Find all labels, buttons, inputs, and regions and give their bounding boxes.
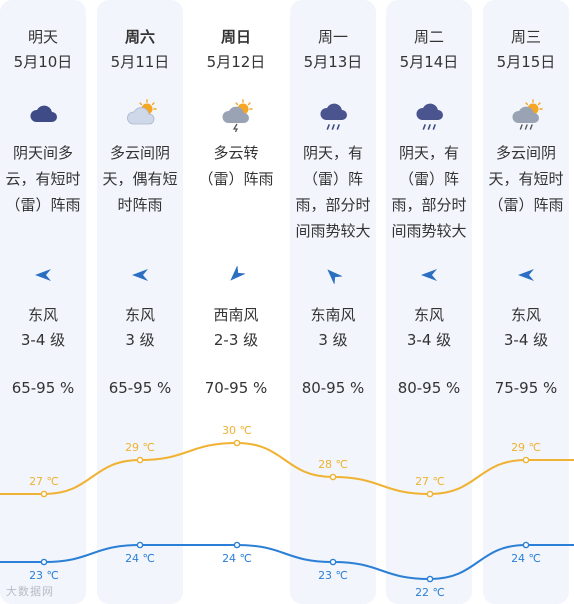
overcast-cloud-icon — [30, 105, 57, 122]
day-column: 明天 5月10日阴天间多云，有短时（雷）阵雨东风 3-4 级 65-95 % — [0, 0, 86, 604]
wind-level: 2-3 级 — [213, 331, 259, 349]
weather-description: 阴天，有（雷）阵雨，部分时间雨势较大 — [295, 144, 371, 240]
partly-cloudy-sun-icon — [127, 99, 157, 125]
weather-description: 多云转（雷）阵雨 — [198, 144, 274, 188]
sun-cloud-rain-icon — [512, 99, 543, 130]
day-date: 5月15日 — [496, 53, 556, 71]
day-name: 周日 — [220, 28, 251, 46]
weather-description: 阴天间多云，有短时（雷）阵雨 — [5, 144, 81, 214]
wind-level: 3-4 级 — [20, 331, 66, 349]
wind-arrow-icon — [35, 269, 51, 281]
sun-cloud-thunder-icon — [222, 99, 253, 132]
wind-level: 3 级 — [125, 331, 155, 349]
day-name: 周一 — [317, 28, 348, 46]
wind-direction: 东风 — [124, 306, 155, 324]
day-name: 明天 — [27, 28, 58, 46]
humidity: 70-95 % — [204, 379, 268, 397]
wind-level: 3-4 级 — [406, 331, 452, 349]
day-column: 周二 5月14日阴天，有（雷）阵雨，部分时间雨势较大东风 3-4 级 80-95 % — [386, 0, 472, 604]
wind-direction: 东风 — [27, 306, 58, 324]
humidity: 80-95 % — [397, 379, 461, 397]
wind-level: 3 级 — [318, 331, 348, 349]
wind-arrow-icon — [230, 266, 245, 281]
wind-arrow-icon — [518, 269, 534, 281]
weather-description: 多云间阴天，偶有短时阵雨 — [102, 144, 178, 214]
day-date: 5月12日 — [206, 53, 266, 71]
watermark-text: 大数据网 — [6, 585, 54, 598]
wind-level: 3-4 级 — [503, 331, 549, 349]
humidity: 80-95 % — [301, 379, 365, 397]
day-date: 5月14日 — [399, 53, 459, 71]
wind-arrow-icon — [421, 269, 437, 281]
day-date: 5月10日 — [13, 53, 73, 71]
day-column: 周三 5月15日多云间阴天，有短时（雷）阵雨东风 3-4 级 75-95 % — [483, 0, 569, 604]
wind-direction: 东风 — [413, 306, 444, 324]
cloud-rain-icon — [320, 103, 347, 130]
weather-description: 阴天，有（雷）阵雨，部分时间雨势较大 — [391, 144, 467, 240]
day-column: 周六 5月11日多云间阴天，偶有短时阵雨东风 3 级 65-95 % — [97, 0, 183, 604]
humidity: 65-95 % — [11, 379, 75, 397]
wind-direction: 东风 — [510, 306, 541, 324]
day-date: 5月13日 — [303, 53, 363, 71]
wind-arrow-icon — [132, 269, 148, 281]
day-column: 周一 5月13日阴天，有（雷）阵雨，部分时间雨势较大东南风 3 级 80-95 % — [290, 0, 376, 604]
wind-direction: 东南风 — [310, 306, 356, 324]
weather-description: 多云间阴天，有短时（雷）阵雨 — [488, 144, 564, 214]
watermark: 大数据网 — [6, 583, 54, 599]
day-name: 周六 — [124, 28, 155, 46]
day-column: 周日 5月12日多云转（雷）阵雨西南风 2-3 级 70-95 % — [193, 0, 279, 604]
wind-direction: 西南风 — [213, 306, 259, 324]
wind-arrow-icon — [327, 269, 342, 284]
day-name: 周三 — [510, 28, 541, 46]
day-name: 周二 — [413, 28, 444, 46]
cloud-rain-icon — [416, 103, 443, 130]
day-date: 5月11日 — [110, 53, 170, 71]
humidity: 65-95 % — [108, 379, 172, 397]
humidity: 75-95 % — [494, 379, 558, 397]
